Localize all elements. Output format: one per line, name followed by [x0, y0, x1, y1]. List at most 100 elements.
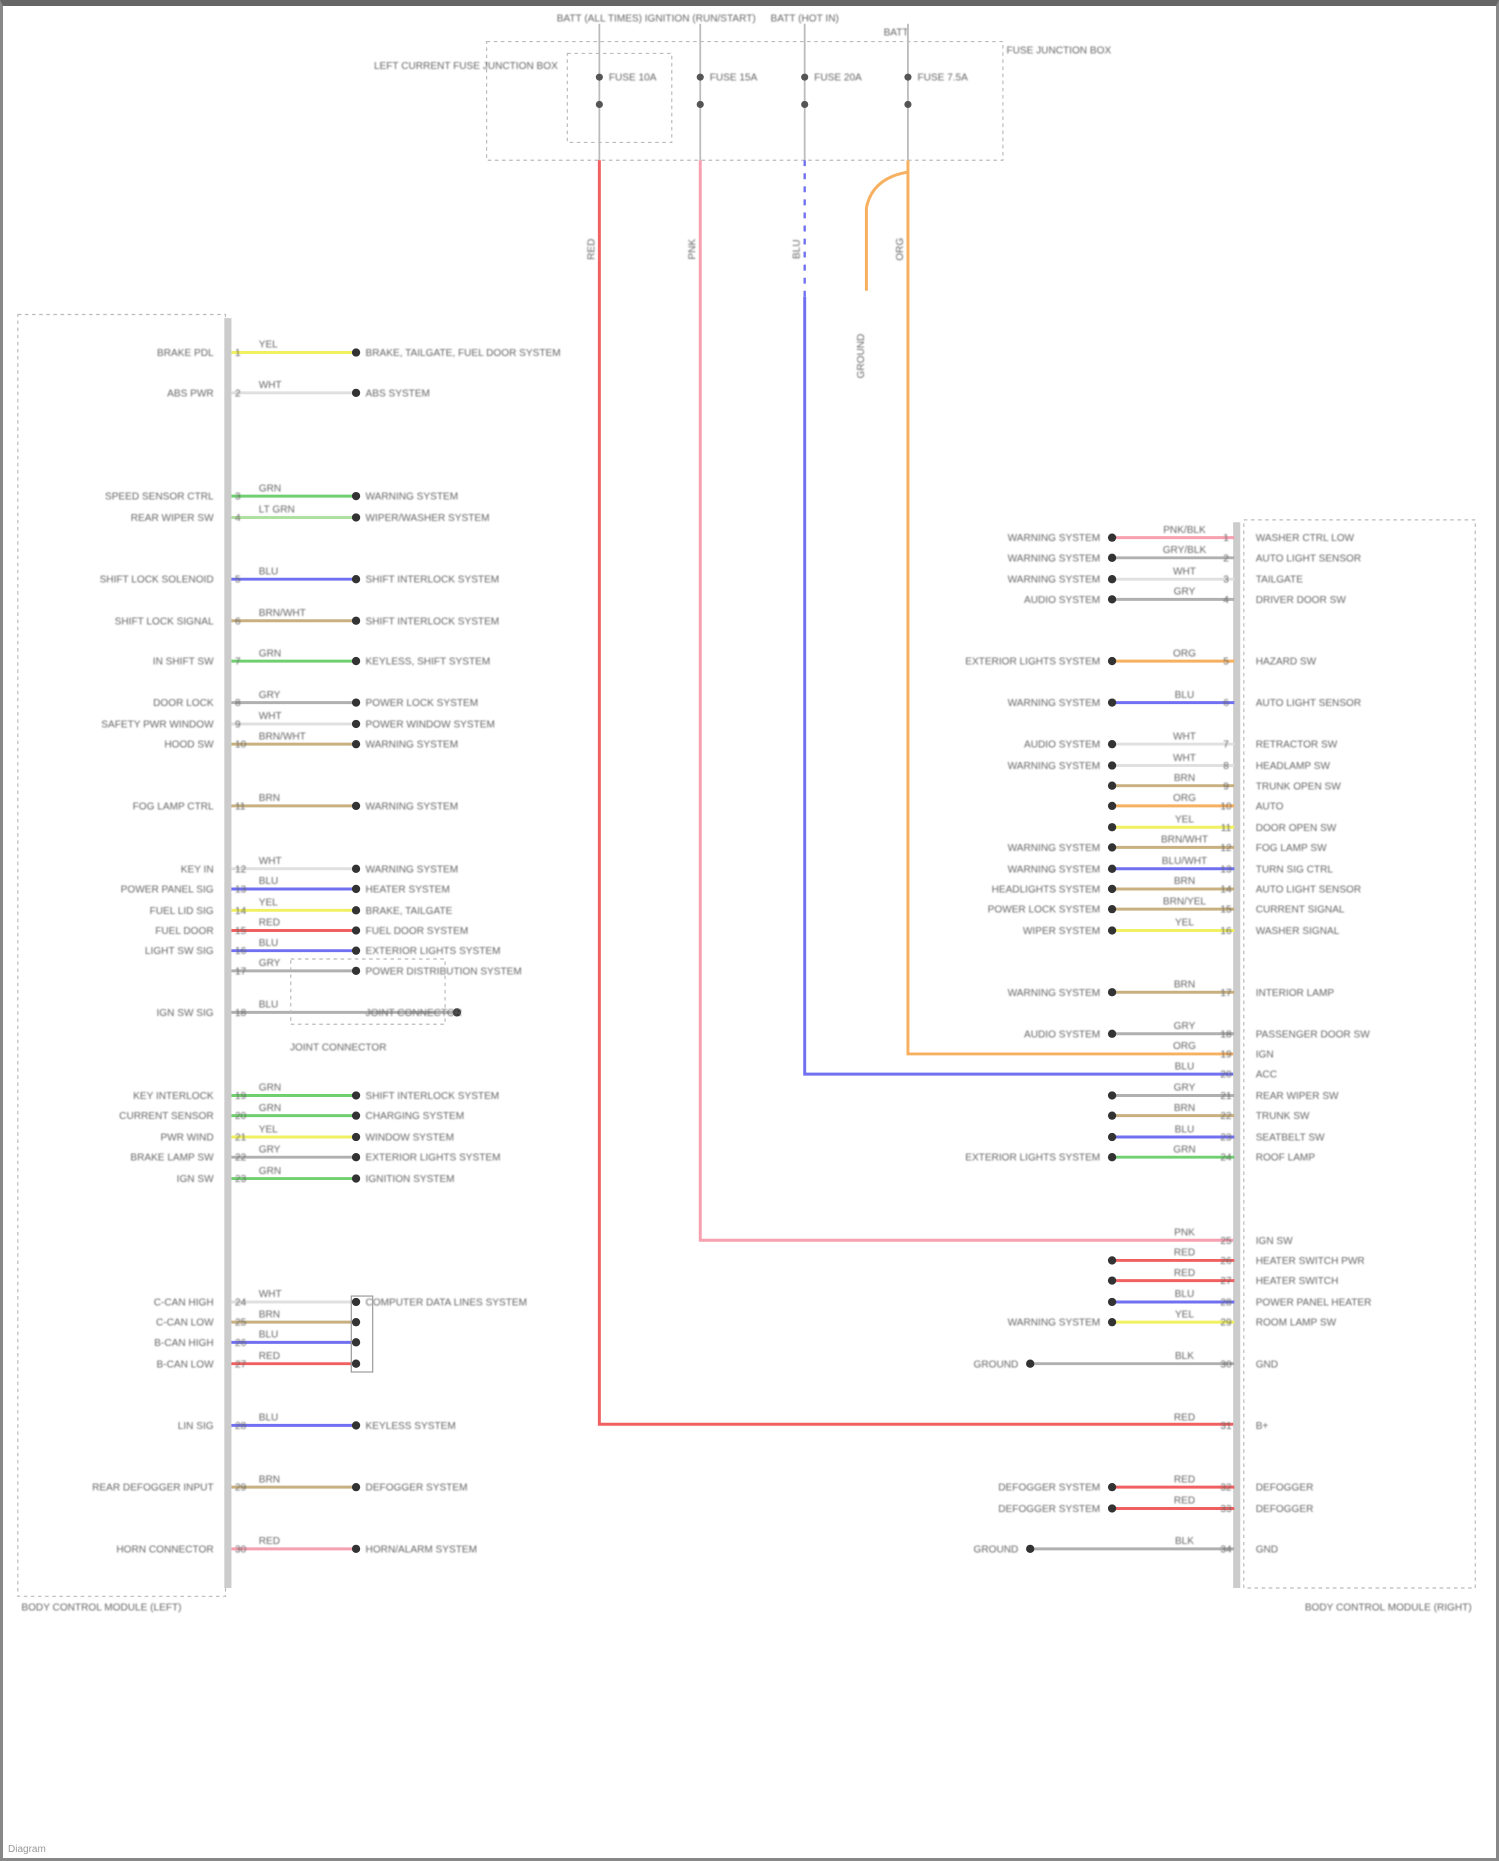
connection-dot — [351, 906, 361, 915]
connection-dot — [1107, 656, 1117, 666]
pin-number: 3 — [1223, 575, 1229, 586]
wire-code-label: ORG — [1173, 648, 1196, 659]
pin-number: 6 — [1223, 698, 1229, 709]
connection-dot — [351, 1153, 361, 1162]
pin-number: 20 — [1220, 1070, 1232, 1081]
right-source-label: AUDIO SYSTEM — [1024, 1029, 1100, 1040]
right-pin-label: HAZARD SW — [1256, 657, 1317, 668]
connection-dot — [1026, 1359, 1035, 1368]
left-pin-label: HORN CONNECTOR — [116, 1544, 213, 1555]
connection-dot — [1026, 1544, 1035, 1554]
pin-number: 12 — [1220, 843, 1232, 854]
wire-code-label: BRN — [259, 1309, 280, 1320]
right-source-label: AUDIO SYSTEM — [1024, 595, 1100, 606]
right-source-label: WARNING SYSTEM — [1008, 1318, 1101, 1329]
pin-number: 5 — [1223, 657, 1229, 668]
pin-number: 5 — [235, 575, 241, 586]
left-destination-label: KEYLESS SYSTEM — [366, 1421, 456, 1432]
pin-number: 34 — [1220, 1544, 1232, 1555]
right-pin-label: AUTO — [1256, 801, 1284, 812]
wire-code-label: BLU — [259, 938, 279, 949]
right-source-label: POWER LOCK SYSTEM — [988, 905, 1101, 916]
right-pin-label: IGN SW — [1256, 1236, 1293, 1247]
wire-code-label: GRN — [259, 1103, 281, 1114]
left-pin-label: SPEED SENSOR CTRL — [105, 492, 214, 503]
right-pin-label: IGN — [1256, 1049, 1274, 1060]
left-pin-label: HOOD SW — [164, 740, 214, 751]
junction-box-label: FUSE JUNCTION BOX — [1006, 45, 1111, 56]
right-pin-label: POWER PANEL HEATER — [1256, 1298, 1372, 1309]
wire-code-label: GRY — [259, 958, 281, 969]
wire-blu — [803, 296, 1235, 1076]
pin-number: 15 — [235, 926, 247, 937]
right-pin-label: GND — [1256, 1544, 1278, 1555]
wire-code-label: YEL — [1175, 918, 1194, 929]
connection-dot — [351, 1297, 361, 1307]
left-destination-label: IGNITION SYSTEM — [366, 1174, 455, 1185]
right-source-label: WARNING SYSTEM — [1008, 575, 1101, 586]
right-pin-label: FOG LAMP SW — [1256, 843, 1327, 854]
wire-code-label: GRN — [259, 483, 281, 494]
wire-code-label: BLU — [259, 1330, 279, 1341]
right-source-label: WIPER SYSTEM — [1023, 926, 1100, 937]
right-pin-label: REAR WIPER SW — [1256, 1091, 1339, 1102]
fuse-terminal-dot — [696, 100, 704, 109]
wire-code-label: BLU — [259, 566, 279, 577]
wire-code-label: YEL — [1175, 814, 1194, 825]
connection-dot — [1107, 1091, 1117, 1100]
connection-dot — [351, 966, 361, 976]
left-destination-label: WARNING SYSTEM — [366, 801, 459, 812]
fuse-terminal-dot — [595, 73, 603, 81]
pin-number: 21 — [235, 1133, 247, 1144]
connection-dot — [351, 698, 361, 707]
left-destination-label: COMPUTER DATA LINES SYSTEM — [366, 1298, 527, 1309]
left-pin-label: FUEL DOOR — [155, 926, 213, 937]
can-bracket — [350, 1295, 374, 1373]
wire-code-label: RED — [259, 1536, 280, 1547]
pin-number: 2 — [235, 388, 241, 399]
pin-number: 33 — [1220, 1504, 1232, 1515]
pin-number: 17 — [1220, 988, 1232, 999]
left-pin-label: C-CAN LOW — [156, 1318, 214, 1329]
wire-code-label: GRY — [259, 1144, 281, 1155]
left-pin-label: B-CAN HIGH — [154, 1338, 213, 1349]
right-module-label: BODY CONTROL MODULE (RIGHT) — [1305, 1603, 1472, 1614]
pin-number: 13 — [235, 885, 247, 896]
connection-dot — [452, 1008, 462, 1017]
connection-dot — [1107, 1153, 1117, 1162]
pin-number: 28 — [235, 1421, 247, 1432]
right-pin-label: ROOF LAMP — [1256, 1153, 1316, 1164]
wire-code-label: BLU — [1175, 690, 1195, 701]
right-pin-label: B+ — [1256, 1421, 1269, 1432]
connection-dot — [1107, 823, 1117, 832]
left-destination-label: DEFOGGER SYSTEM — [366, 1483, 468, 1494]
wire-code-label: BRN — [1174, 876, 1195, 887]
wire-code-label: BLK — [1175, 1351, 1194, 1362]
wire-code-label: YEL — [259, 898, 278, 909]
fuse-terminal-dot — [801, 100, 809, 109]
wire-code-label: BRN/WHT — [259, 731, 306, 742]
wire-code-label: BLU — [259, 1000, 279, 1011]
pin-number: 19 — [235, 1091, 247, 1102]
left-destination-label: POWER LOCK SYSTEM — [366, 698, 479, 709]
wire-code-label: RED — [259, 918, 280, 929]
wire-code-label: RED — [259, 1351, 280, 1362]
right-pin-label: GND — [1256, 1359, 1278, 1370]
wire-red — [597, 160, 1235, 1426]
left-destination-label: KEYLESS, SHIFT SYSTEM — [366, 657, 491, 668]
connection-dot — [1107, 781, 1117, 790]
connection-dot — [1107, 1256, 1117, 1265]
pin-number: 4 — [1223, 595, 1229, 606]
wire-code-label: RED — [1174, 1474, 1195, 1485]
fuse-box-label: LEFT CURRENT FUSE JUNCTION BOX — [374, 61, 558, 72]
left-pin-label: SHIFT LOCK SOLENOID — [100, 575, 214, 586]
connection-dot — [351, 884, 361, 894]
pin-number: 30 — [235, 1544, 247, 1555]
right-pin-label: TRUNK SW — [1256, 1111, 1310, 1122]
connection-dot — [351, 1544, 361, 1554]
pin-number: 18 — [235, 1008, 247, 1019]
pin-number: 25 — [235, 1318, 247, 1329]
wire-code-label: WHT — [1173, 753, 1196, 764]
right-source-label: GROUND — [974, 1359, 1019, 1370]
